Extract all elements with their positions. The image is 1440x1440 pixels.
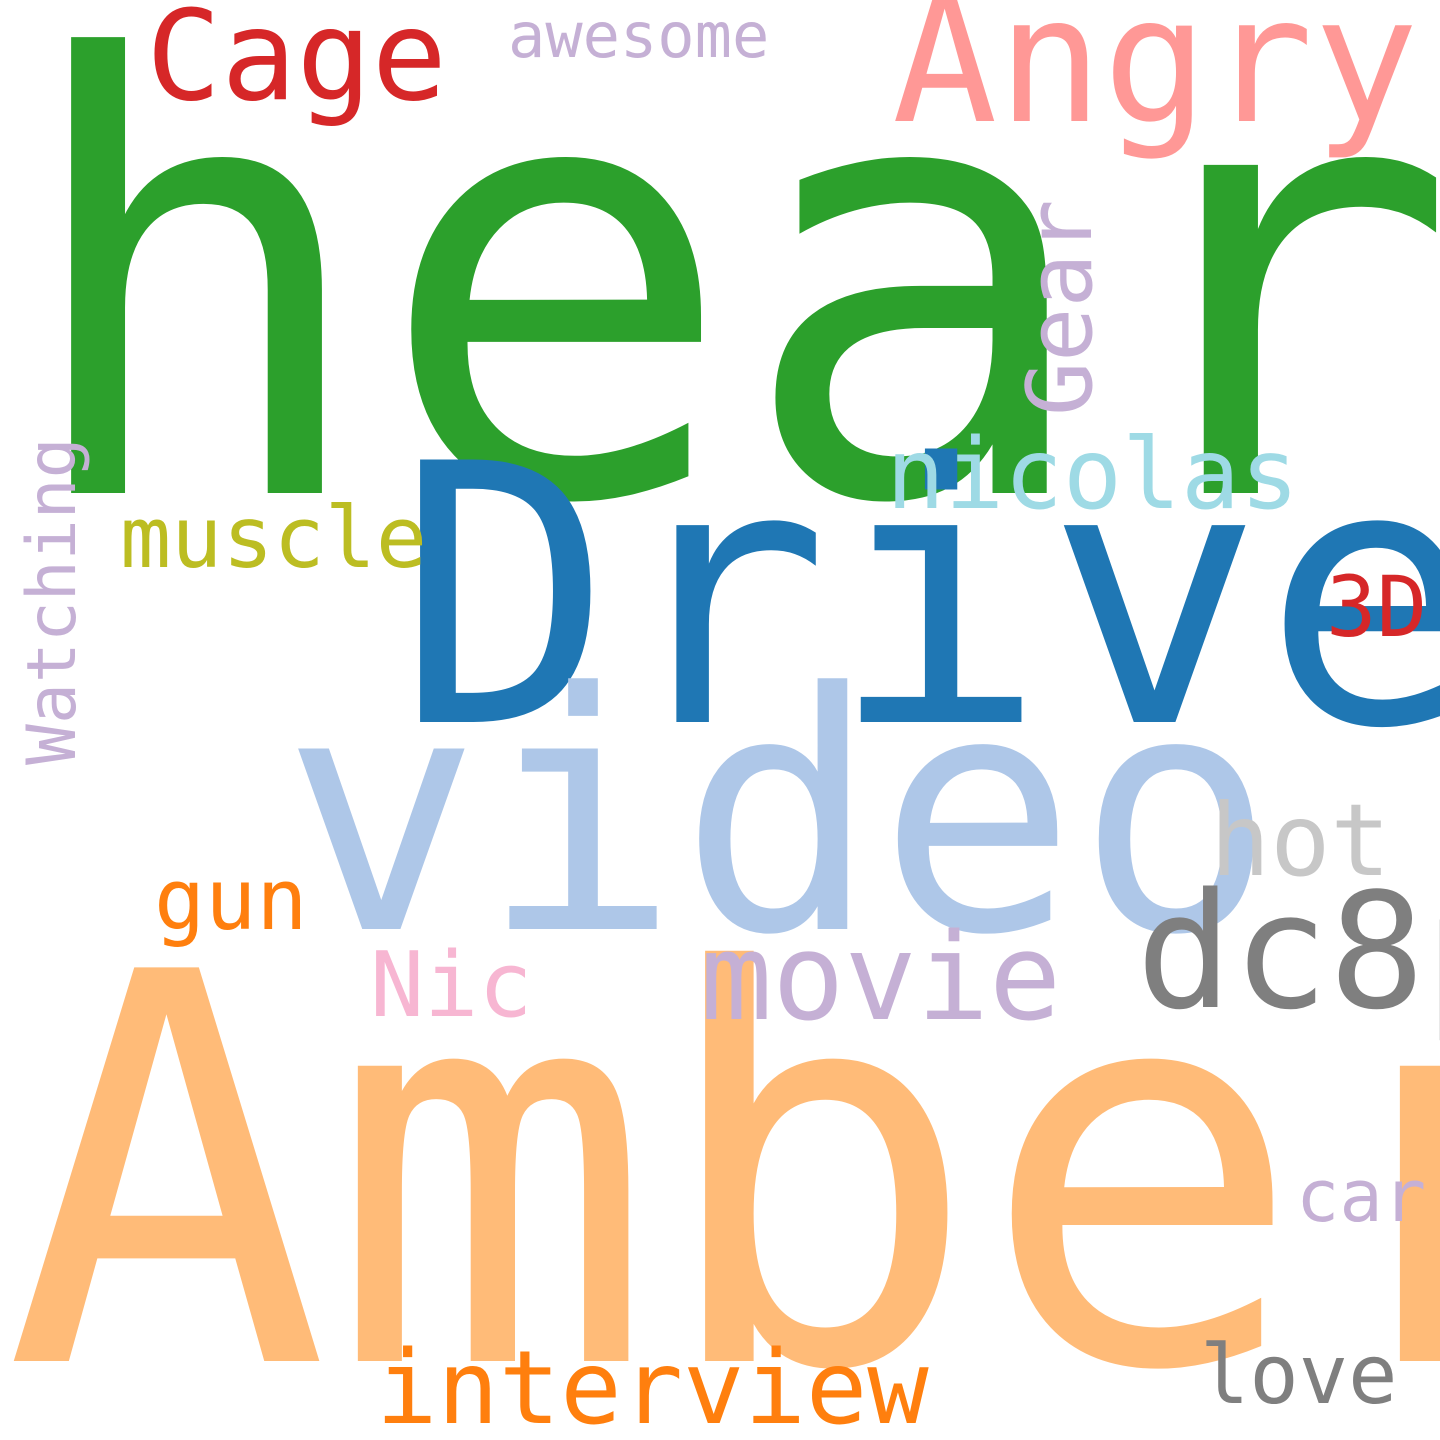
word-awesome: awesome	[508, 0, 770, 72]
word-nicolas: nicolas	[886, 418, 1300, 532]
word-watching: Watching	[13, 437, 92, 765]
word-muscle: muscle	[120, 489, 428, 588]
word-heard: heard	[14, 0, 1440, 635]
word-love: love	[1200, 1328, 1398, 1423]
word-hot: hot	[1210, 782, 1391, 899]
word-angry: Angry	[892, 0, 1419, 163]
word-video: video	[282, 623, 1276, 1007]
word-gear: Gear	[1008, 199, 1113, 416]
word-cage: Cage	[146, 0, 448, 129]
word-gun: gun	[154, 851, 308, 950]
word-movie: movie	[700, 909, 1062, 1048]
word-car: car	[1296, 1154, 1427, 1238]
word-drive: Drive	[396, 388, 1440, 807]
word-3d: 3D	[1326, 558, 1428, 656]
word-amber: Amber	[4, 861, 1440, 1440]
word-nic: Nic	[370, 933, 533, 1038]
word-interview: interview	[376, 1329, 929, 1440]
word-dc8p: dc8p	[1136, 858, 1440, 1045]
